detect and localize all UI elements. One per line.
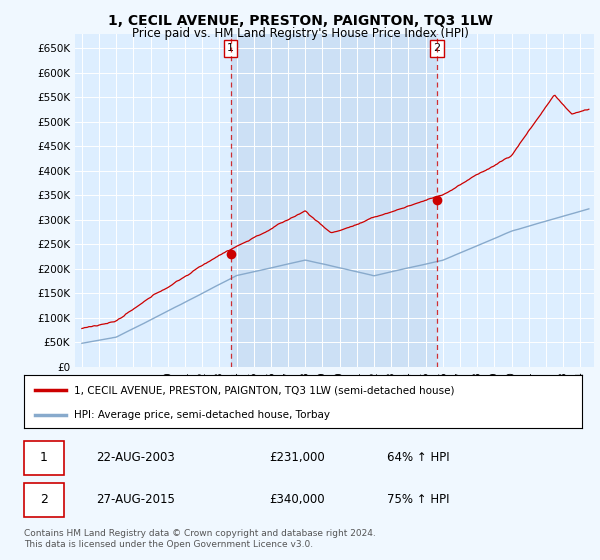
Text: 1: 1 <box>40 451 48 464</box>
Bar <box>24 441 64 475</box>
Bar <box>24 483 64 516</box>
Text: 75% ↑ HPI: 75% ↑ HPI <box>387 493 449 506</box>
Text: 1, CECIL AVENUE, PRESTON, PAIGNTON, TQ3 1LW (semi-detached house): 1, CECIL AVENUE, PRESTON, PAIGNTON, TQ3 … <box>74 385 455 395</box>
Bar <box>230 34 437 367</box>
Text: £231,000: £231,000 <box>269 451 325 464</box>
Text: 1: 1 <box>227 43 234 53</box>
Text: Price paid vs. HM Land Registry's House Price Index (HPI): Price paid vs. HM Land Registry's House … <box>131 27 469 40</box>
Text: 27-AUG-2015: 27-AUG-2015 <box>97 493 175 506</box>
Text: Contains HM Land Registry data © Crown copyright and database right 2024.
This d: Contains HM Land Registry data © Crown c… <box>24 529 376 549</box>
Text: 1, CECIL AVENUE, PRESTON, PAIGNTON, TQ3 1LW: 1, CECIL AVENUE, PRESTON, PAIGNTON, TQ3 … <box>107 14 493 28</box>
Text: 22-AUG-2003: 22-AUG-2003 <box>97 451 175 464</box>
Text: 2: 2 <box>40 493 48 506</box>
Text: £340,000: £340,000 <box>269 493 325 506</box>
Text: 64% ↑ HPI: 64% ↑ HPI <box>387 451 449 464</box>
Text: 2: 2 <box>433 43 440 53</box>
Text: HPI: Average price, semi-detached house, Torbay: HPI: Average price, semi-detached house,… <box>74 410 330 420</box>
